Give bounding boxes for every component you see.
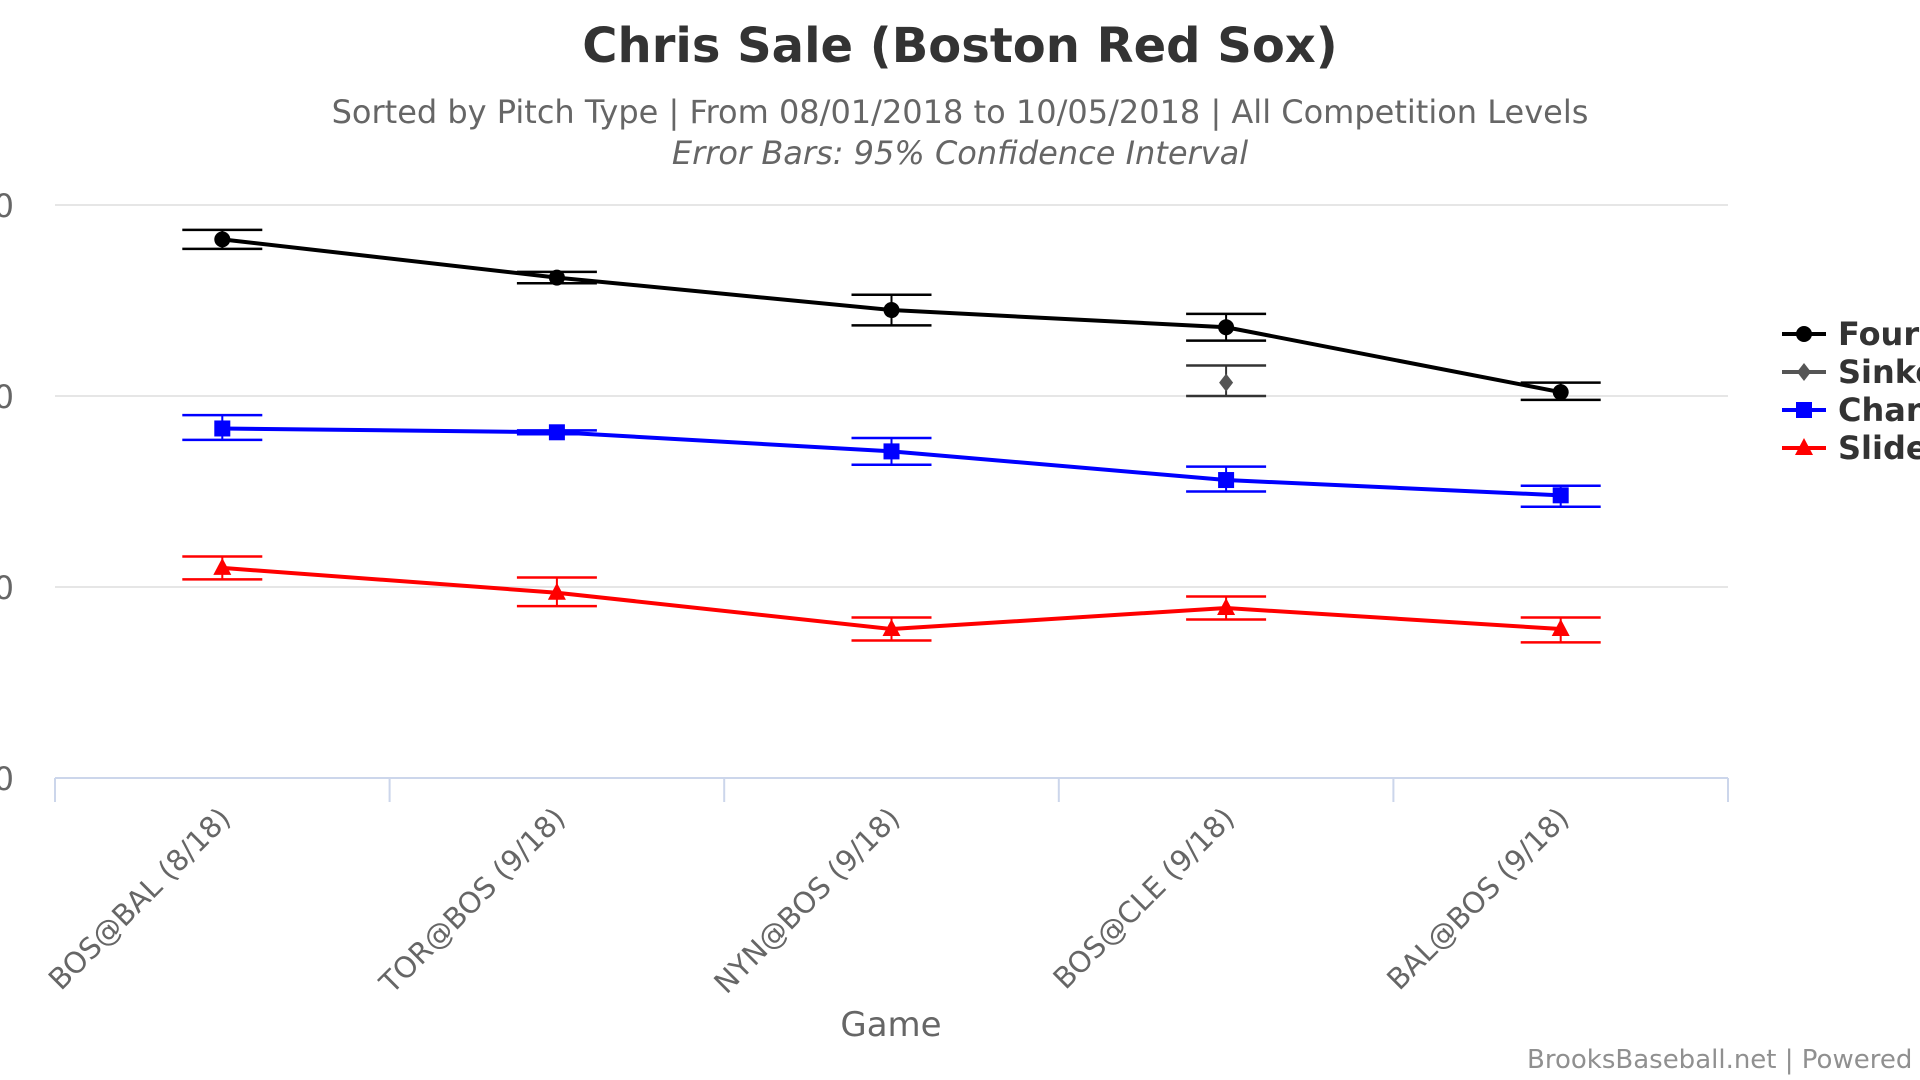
x-axis bbox=[54, 777, 1729, 802]
legend: FoursSinkeChanSlide bbox=[1782, 315, 1920, 467]
data-point bbox=[1218, 319, 1235, 336]
plot-area bbox=[182, 228, 1601, 644]
chart-title: Chris Sale (Boston Red Sox) bbox=[582, 18, 1337, 74]
data-point bbox=[883, 302, 900, 319]
data-point bbox=[1551, 619, 1570, 637]
data-point bbox=[883, 443, 900, 460]
y-tick-label: 0 bbox=[0, 187, 14, 225]
data-point bbox=[214, 231, 231, 248]
chart-subtitle-error-bars: Error Bars: 95% Confidence Interval bbox=[672, 134, 1248, 172]
legend-item: Slide bbox=[1782, 429, 1920, 467]
legend-item: Fours bbox=[1782, 315, 1920, 353]
legend-item: Sinke bbox=[1782, 353, 1920, 391]
legend-symbol-marker bbox=[1797, 363, 1811, 381]
series-sinke bbox=[1186, 364, 1267, 398]
data-point bbox=[548, 424, 565, 441]
chart-subtitle: Sorted by Pitch Type | From 08/01/2018 t… bbox=[332, 93, 1589, 131]
grid bbox=[55, 204, 1728, 588]
data-point bbox=[882, 619, 901, 637]
data-point bbox=[1552, 384, 1569, 401]
y-axis-labels: 0 0 0 0 bbox=[0, 187, 14, 798]
legend-label: Sinke bbox=[1838, 353, 1920, 391]
data-point bbox=[1552, 487, 1569, 504]
data-point bbox=[1219, 373, 1234, 392]
legend-item: Chan bbox=[1782, 391, 1920, 429]
credits: BrooksBaseball.net | Powered by I bbox=[1527, 1045, 1920, 1075]
y-tick-label: 0 bbox=[0, 569, 14, 607]
data-point bbox=[548, 269, 565, 286]
legend-label: Slide bbox=[1838, 429, 1920, 467]
legend-symbol-marker bbox=[1796, 326, 1812, 342]
data-point bbox=[214, 420, 231, 437]
legend-symbol-marker bbox=[1796, 402, 1812, 418]
y-tick-label: 0 bbox=[0, 760, 14, 798]
x-axis-title: Game bbox=[840, 1005, 941, 1045]
data-point bbox=[547, 582, 566, 600]
data-point bbox=[1217, 598, 1236, 616]
legend-label: Fours bbox=[1838, 315, 1920, 353]
data-point bbox=[213, 557, 232, 575]
legend-symbol-marker bbox=[1795, 438, 1813, 455]
series-slide bbox=[182, 555, 1601, 644]
series-chan bbox=[182, 413, 1601, 509]
legend-label: Chan bbox=[1838, 391, 1920, 429]
y-tick-label: 0 bbox=[0, 378, 14, 416]
data-point bbox=[1218, 472, 1235, 489]
series-fours bbox=[182, 228, 1601, 402]
